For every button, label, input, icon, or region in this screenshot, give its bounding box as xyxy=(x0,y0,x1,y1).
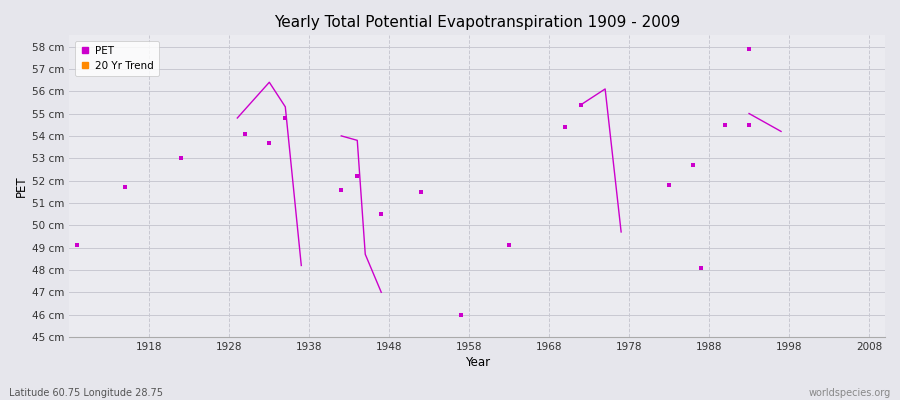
Point xyxy=(662,182,676,188)
Point xyxy=(718,122,733,128)
Point xyxy=(262,139,276,146)
Point xyxy=(118,184,132,190)
Point xyxy=(334,186,348,193)
Point xyxy=(686,162,700,168)
Point xyxy=(454,312,468,318)
X-axis label: Year: Year xyxy=(464,356,490,369)
Legend: PET, 20 Yr Trend: PET, 20 Yr Trend xyxy=(75,40,159,76)
Point xyxy=(574,101,589,108)
Point xyxy=(414,188,428,195)
Title: Yearly Total Potential Evapotranspiration 1909 - 2009: Yearly Total Potential Evapotranspiratio… xyxy=(274,15,680,30)
Text: Latitude 60.75 Longitude 28.75: Latitude 60.75 Longitude 28.75 xyxy=(9,388,163,398)
Point xyxy=(558,124,572,130)
Point xyxy=(278,115,293,121)
Point xyxy=(502,242,517,248)
Point xyxy=(742,46,756,52)
Point xyxy=(742,122,756,128)
Point xyxy=(374,211,389,217)
Point xyxy=(238,130,253,137)
Point xyxy=(350,173,365,179)
Point xyxy=(174,155,188,162)
Point xyxy=(70,242,85,248)
Y-axis label: PET: PET xyxy=(15,175,28,197)
Point xyxy=(694,264,708,271)
Text: worldspecies.org: worldspecies.org xyxy=(809,388,891,398)
